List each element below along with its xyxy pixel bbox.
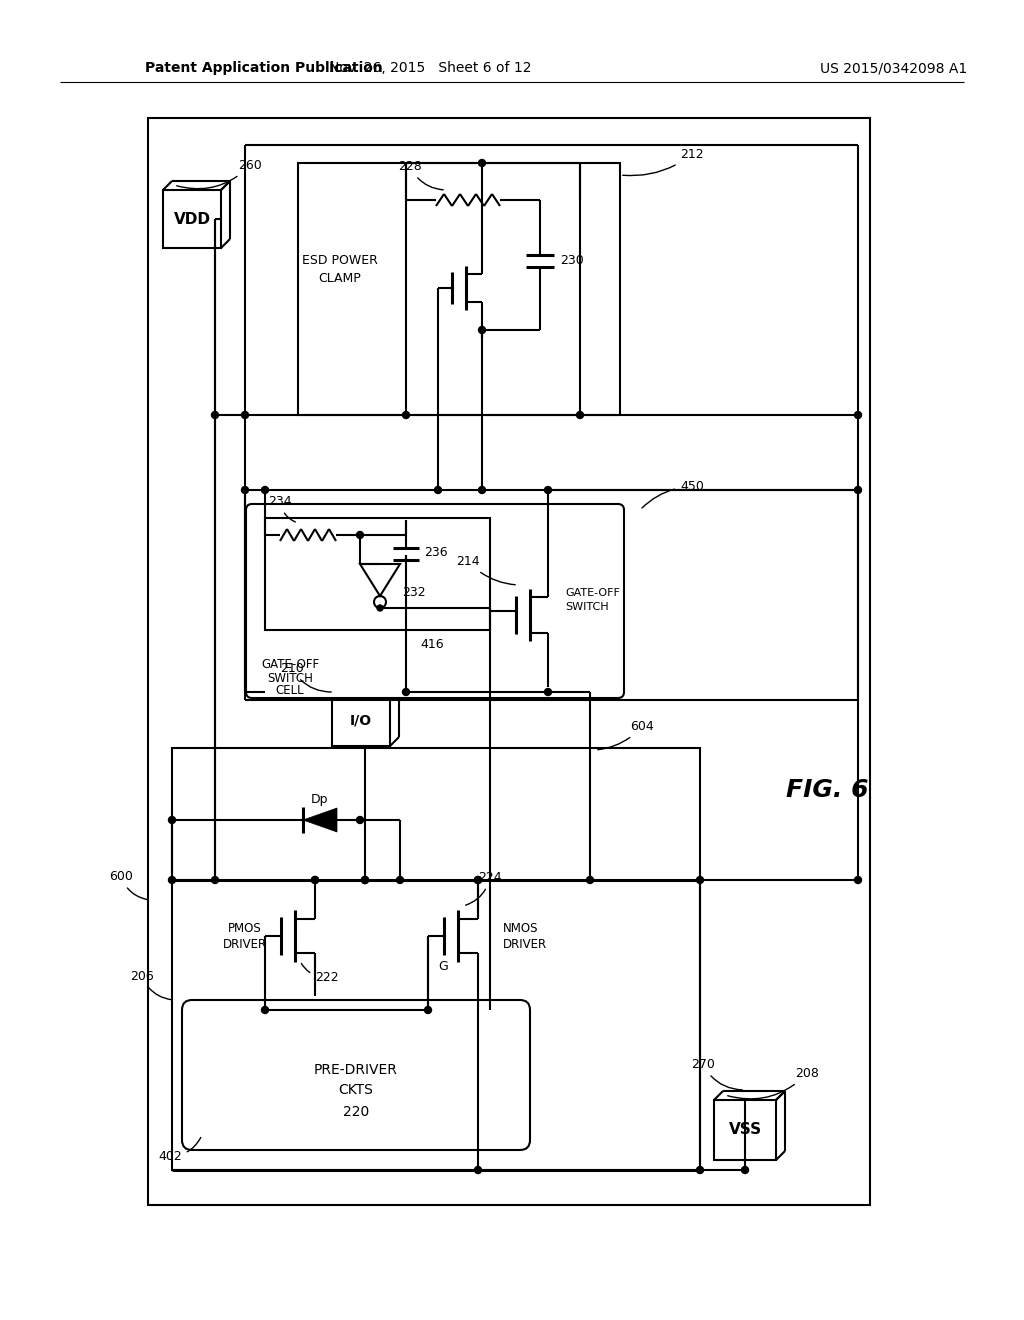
Text: SWITCH: SWITCH — [565, 602, 608, 612]
Bar — [148, 117, 870, 1205]
Circle shape — [474, 1167, 481, 1173]
Text: GATE-OFF: GATE-OFF — [261, 659, 319, 672]
Bar — [163, 190, 221, 248]
Text: 604: 604 — [598, 719, 653, 750]
FancyBboxPatch shape — [182, 1001, 530, 1150]
Circle shape — [577, 412, 584, 418]
Text: CELL: CELL — [275, 685, 304, 697]
Text: 212: 212 — [623, 148, 703, 176]
Circle shape — [854, 487, 861, 494]
Circle shape — [361, 876, 369, 883]
Circle shape — [242, 412, 249, 418]
Circle shape — [396, 876, 403, 883]
FancyBboxPatch shape — [246, 504, 624, 698]
Text: PMOS: PMOS — [228, 921, 262, 935]
Text: 224: 224 — [466, 871, 502, 906]
Circle shape — [169, 817, 175, 824]
Circle shape — [425, 1006, 431, 1014]
Text: CLAMP: CLAMP — [318, 272, 361, 285]
Circle shape — [169, 876, 175, 883]
Text: FIG. 6: FIG. 6 — [785, 777, 868, 803]
Text: VSS: VSS — [728, 1122, 762, 1138]
Text: 234: 234 — [268, 495, 295, 521]
Circle shape — [402, 412, 410, 418]
Text: Dp: Dp — [311, 793, 329, 807]
Text: G: G — [438, 960, 447, 973]
Circle shape — [356, 532, 364, 539]
Bar — [172, 748, 700, 1170]
Circle shape — [741, 1167, 749, 1173]
Circle shape — [261, 487, 268, 494]
Circle shape — [478, 326, 485, 334]
Text: 222: 222 — [301, 964, 339, 983]
Text: 260: 260 — [177, 158, 262, 189]
Circle shape — [854, 876, 861, 883]
Text: 232: 232 — [402, 586, 426, 598]
Text: 206: 206 — [130, 970, 171, 999]
Circle shape — [356, 817, 364, 824]
Circle shape — [311, 876, 318, 883]
Circle shape — [854, 412, 861, 418]
Text: SWITCH: SWITCH — [267, 672, 313, 685]
Circle shape — [261, 1006, 268, 1014]
Circle shape — [434, 487, 441, 494]
Text: NMOS: NMOS — [503, 921, 539, 935]
Circle shape — [587, 876, 594, 883]
Text: 214: 214 — [457, 554, 515, 585]
Circle shape — [545, 689, 552, 696]
Bar — [714, 1100, 776, 1160]
Circle shape — [478, 160, 485, 166]
Circle shape — [311, 876, 318, 883]
Circle shape — [474, 876, 481, 883]
Circle shape — [696, 876, 703, 883]
Text: Nov. 26, 2015   Sheet 6 of 12: Nov. 26, 2015 Sheet 6 of 12 — [329, 61, 531, 75]
Text: 416: 416 — [420, 639, 443, 652]
Circle shape — [377, 605, 383, 611]
Text: ESD POWER: ESD POWER — [302, 253, 378, 267]
Bar — [332, 694, 390, 746]
Text: I/O: I/O — [350, 713, 372, 727]
Circle shape — [696, 1167, 703, 1173]
Circle shape — [478, 487, 485, 494]
Circle shape — [212, 876, 218, 883]
Text: 228: 228 — [398, 160, 443, 190]
Polygon shape — [303, 808, 337, 832]
Text: 450: 450 — [642, 480, 703, 508]
Text: 402: 402 — [159, 1138, 201, 1163]
Text: 600: 600 — [110, 870, 147, 899]
Text: Patent Application Publication: Patent Application Publication — [145, 61, 383, 75]
Text: DRIVER: DRIVER — [223, 937, 267, 950]
Text: DRIVER: DRIVER — [503, 937, 547, 950]
Text: PRE-DRIVER: PRE-DRIVER — [314, 1063, 398, 1077]
Text: 210: 210 — [281, 663, 331, 692]
Circle shape — [402, 689, 410, 696]
Text: CKTS: CKTS — [339, 1082, 374, 1097]
Text: 270: 270 — [691, 1059, 742, 1090]
Text: 220: 220 — [343, 1105, 369, 1119]
Circle shape — [242, 487, 249, 494]
Text: 236: 236 — [424, 545, 447, 558]
Circle shape — [545, 487, 552, 494]
Text: 230: 230 — [560, 253, 584, 267]
Circle shape — [212, 412, 218, 418]
Text: 208: 208 — [728, 1067, 819, 1098]
Text: US 2015/0342098 A1: US 2015/0342098 A1 — [820, 61, 968, 75]
Text: VDD: VDD — [173, 211, 211, 227]
Circle shape — [361, 876, 369, 883]
Bar — [265, 517, 490, 630]
Text: GATE-OFF: GATE-OFF — [565, 587, 620, 598]
Bar — [298, 162, 620, 414]
Circle shape — [474, 876, 481, 883]
